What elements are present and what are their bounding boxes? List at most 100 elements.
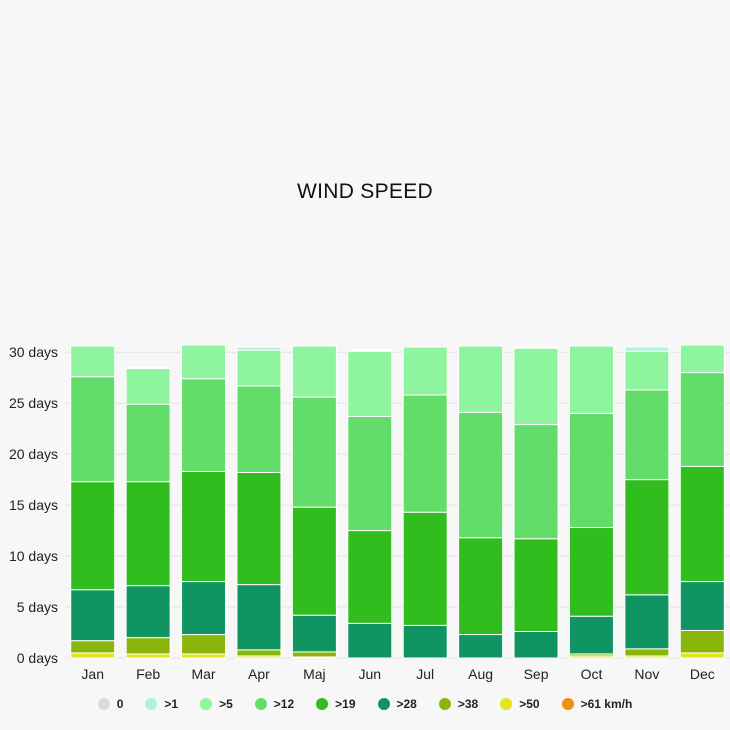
bar-segment[interactable] xyxy=(125,368,171,405)
bar-segment[interactable] xyxy=(347,415,393,532)
x-tick-label: Jul xyxy=(416,666,434,682)
bar-segment[interactable] xyxy=(568,345,614,414)
legend-item[interactable]: >61 km/h xyxy=(561,697,633,711)
bar-segment[interactable] xyxy=(125,366,171,370)
legend-label: >19 xyxy=(335,697,356,711)
bar-segment[interactable] xyxy=(513,538,559,632)
x-tick-label: Feb xyxy=(136,666,160,682)
bar-segment[interactable] xyxy=(458,411,504,539)
bar-segment[interactable] xyxy=(624,479,670,596)
legend-item[interactable]: >1 xyxy=(145,697,178,711)
legend-swatch xyxy=(200,698,213,710)
bar-segment[interactable] xyxy=(181,470,227,583)
bar-segment[interactable] xyxy=(679,372,725,467)
bar-segment[interactable] xyxy=(679,652,725,659)
bar-segment[interactable] xyxy=(679,629,725,654)
bar-segment[interactable] xyxy=(513,347,559,426)
bar-segment[interactable] xyxy=(291,614,337,653)
bar-segment[interactable] xyxy=(236,346,282,351)
bar-segment[interactable] xyxy=(624,648,670,657)
bar-segment[interactable] xyxy=(458,537,504,636)
x-tick-label: Aug xyxy=(468,666,493,682)
bar-segment[interactable] xyxy=(181,653,227,659)
y-tick-label: 10 days xyxy=(9,548,58,564)
bar-segment[interactable] xyxy=(70,652,116,659)
chart-title: WIND SPEED xyxy=(296,180,433,203)
legend-item[interactable]: >5 xyxy=(200,697,233,711)
bar-segment[interactable] xyxy=(568,615,614,655)
legend-item[interactable]: >50 xyxy=(500,697,540,711)
legend-item[interactable]: >19 xyxy=(316,697,356,711)
bar-segment[interactable] xyxy=(70,345,116,378)
bar-segment[interactable] xyxy=(402,394,448,513)
y-tick-label: 30 days xyxy=(9,344,58,360)
bar-segment[interactable] xyxy=(347,349,393,352)
bar-segment[interactable] xyxy=(181,581,227,636)
bar-segment[interactable] xyxy=(181,378,227,472)
bar-segment[interactable] xyxy=(236,385,282,473)
bar-segment[interactable] xyxy=(125,637,171,655)
legend-label: >1 xyxy=(164,697,179,711)
bar-segment[interactable] xyxy=(70,589,116,642)
bar-segment[interactable] xyxy=(624,350,670,391)
legend-label: >61 km/h xyxy=(580,697,633,711)
bar-segment[interactable] xyxy=(347,622,393,659)
x-tick-label: Jun xyxy=(359,666,382,682)
bar-segment[interactable] xyxy=(125,585,171,639)
bar-segment[interactable] xyxy=(181,344,227,380)
bar-segment[interactable] xyxy=(568,527,614,617)
legend-item[interactable]: >38 xyxy=(438,697,479,711)
bar-segment[interactable] xyxy=(624,346,670,352)
bar-segment[interactable] xyxy=(236,471,282,586)
grid-lines xyxy=(65,351,730,659)
bar-segment[interactable] xyxy=(679,344,725,374)
bar-segment[interactable] xyxy=(70,376,116,483)
bar-segment[interactable] xyxy=(624,389,670,481)
bar-segment[interactable] xyxy=(513,424,559,540)
x-tick-label: Dec xyxy=(690,666,715,682)
bar-segment[interactable] xyxy=(236,584,282,651)
y-tick-label: 5 days xyxy=(17,599,58,615)
bar-segment[interactable] xyxy=(291,396,337,508)
bar-segment[interactable] xyxy=(125,653,171,659)
bar-segment[interactable] xyxy=(347,530,393,624)
bar-segment[interactable] xyxy=(402,346,448,396)
legend-item[interactable]: 0 xyxy=(97,697,124,711)
legend-swatch xyxy=(377,698,390,710)
legend: 0 >1 >5 >12 >19 >28 >38 >50 >61 km/h xyxy=(0,697,730,711)
x-axis: Jan Feb Mar Apr Maj Jun Jul Aug Sep Oct Nov Dec xyxy=(81,666,714,682)
y-tick-label: 0 days xyxy=(17,650,58,666)
bar-segment[interactable] xyxy=(347,350,393,417)
bar-segment[interactable] xyxy=(458,634,504,659)
bar-segment[interactable] xyxy=(70,640,116,654)
bar-segment[interactable] xyxy=(679,465,725,583)
bar-segment[interactable] xyxy=(402,511,448,626)
bar-segment[interactable] xyxy=(181,634,227,655)
legend-swatch xyxy=(254,698,267,710)
legend-item[interactable]: >28 xyxy=(377,697,417,711)
bar-segment[interactable] xyxy=(236,649,282,657)
legend-label: 0 xyxy=(116,697,124,711)
bar-segment[interactable] xyxy=(125,403,171,483)
bar-segment[interactable] xyxy=(513,346,559,349)
legend-label: >38 xyxy=(457,697,479,711)
bar-segment[interactable] xyxy=(291,345,337,398)
bar-segment[interactable] xyxy=(458,345,504,413)
bar-segment[interactable] xyxy=(568,412,614,529)
bar-segment[interactable] xyxy=(624,594,670,650)
legend-label: >5 xyxy=(219,697,233,711)
bar-segment[interactable] xyxy=(513,630,559,659)
bar-segment[interactable] xyxy=(291,651,337,658)
x-tick-label: Sep xyxy=(524,666,549,682)
bar-segment[interactable] xyxy=(402,624,448,659)
x-tick-label: Maj xyxy=(303,666,326,682)
y-tick-label: 25 days xyxy=(9,395,58,411)
bar-segment[interactable] xyxy=(125,481,171,587)
legend-label: >50 xyxy=(519,697,540,711)
bar-segment[interactable] xyxy=(291,506,337,616)
bar-segment[interactable] xyxy=(70,481,116,591)
bar-segment[interactable] xyxy=(679,581,725,631)
legend-item[interactable]: >12 xyxy=(254,697,294,711)
bar-segment[interactable] xyxy=(236,349,282,387)
